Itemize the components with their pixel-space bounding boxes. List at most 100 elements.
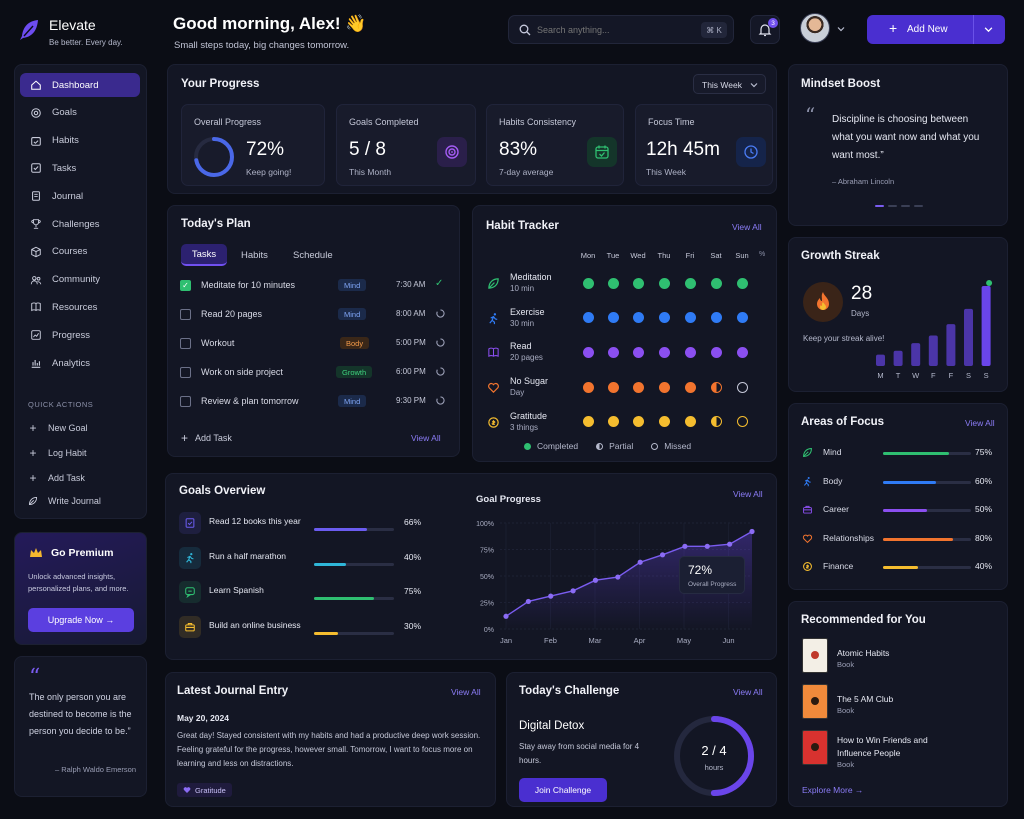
focus-view-all[interactable]: View All [965, 418, 995, 428]
habit-day-status[interactable] [632, 277, 644, 289]
brand[interactable]: Elevate Be better. Every day. [18, 14, 158, 54]
habit-day-status[interactable] [632, 312, 644, 324]
search-box[interactable]: ⌘ K [508, 15, 734, 44]
range-select[interactable]: This Week [693, 74, 766, 94]
habit-day-status[interactable] [736, 312, 748, 324]
habit-day-status[interactable] [684, 416, 696, 428]
habit-row-meditation[interactable]: Meditation 10 min [486, 271, 766, 295]
recommended-book[interactable]: How to Win Friends and Influence People B… [802, 730, 997, 769]
task-checkbox[interactable] [180, 366, 191, 378]
habit-day-status[interactable] [632, 381, 644, 393]
habit-day-status[interactable] [582, 312, 594, 324]
goal-progress-view-all[interactable]: View All [733, 489, 763, 499]
habit-day-status[interactable] [607, 346, 619, 358]
recommended-book[interactable]: The 5 AM Club Book [802, 684, 997, 722]
sidebar-item-dashboard[interactable]: Dashboard [20, 73, 140, 97]
tab-habits[interactable]: Habits [241, 250, 268, 261]
habit-day-status[interactable] [736, 277, 748, 289]
habit-day-status[interactable] [710, 381, 722, 393]
focus-row-career[interactable]: Career 50% [802, 503, 997, 517]
sidebar-item-analytics[interactable]: Analytics [20, 351, 140, 375]
sidebar-item-challenges[interactable]: Challenges [20, 212, 140, 236]
habit-day-status[interactable] [658, 416, 670, 428]
data-point[interactable] [637, 559, 643, 565]
recommended-book[interactable]: Atomic Habits Book [802, 638, 997, 676]
sidebar-item-habits[interactable]: Habits [20, 129, 140, 153]
habit-day-status[interactable] [582, 416, 594, 428]
sidebar-item-community[interactable]: Community [20, 268, 140, 292]
task-row[interactable]: Review & plan tomorrow Mind 9:30 PM [180, 391, 448, 411]
habit-row-no-sugar[interactable]: No Sugar Day [486, 375, 766, 399]
add-task-button[interactable]: + Add Task [181, 431, 232, 445]
goal-row[interactable]: Build an online business 30% [179, 615, 427, 640]
data-point[interactable] [548, 593, 554, 599]
quick-action-log-habit[interactable]: + Log Habit [28, 446, 86, 460]
habit-day-status[interactable] [710, 277, 722, 289]
data-point[interactable] [727, 541, 733, 547]
habit-day-status[interactable] [607, 312, 619, 324]
join-challenge-button[interactable]: Join Challenge [519, 778, 607, 802]
plan-view-all[interactable]: View All [411, 433, 441, 443]
habit-day-status[interactable] [607, 416, 619, 428]
search-input[interactable] [537, 22, 687, 38]
data-point[interactable] [682, 543, 688, 549]
habit-day-status[interactable] [582, 277, 594, 289]
task-row[interactable]: ✓ Meditate for 10 minutes Mind 7:30 AM ✓ [180, 275, 448, 295]
habit-day-status[interactable] [736, 381, 748, 393]
scroll-indicator[interactable]: % [759, 251, 766, 258]
sidebar-item-tasks[interactable]: Tasks [20, 156, 140, 180]
habit-day-status[interactable] [658, 277, 670, 289]
habit-day-status[interactable] [582, 381, 594, 393]
sidebar-item-resources[interactable]: Resources [20, 295, 140, 319]
habit-row-read[interactable]: Read 20 pages [486, 340, 766, 364]
habit-view-all[interactable]: View All [732, 222, 762, 232]
focus-row-mind[interactable]: Mind 75% [802, 446, 997, 460]
chevron-down-icon[interactable] [984, 25, 993, 34]
data-point[interactable] [749, 528, 755, 535]
sidebar-item-journal[interactable]: Journal [20, 184, 140, 208]
tab-schedule[interactable]: Schedule [293, 250, 333, 261]
focus-row-relationships[interactable]: Relationships 80% [802, 532, 997, 546]
quick-action-new-goal[interactable]: + New Goal [28, 421, 87, 435]
data-point[interactable] [503, 613, 509, 619]
habit-day-status[interactable] [658, 312, 670, 324]
task-checkbox[interactable] [180, 395, 191, 407]
add-new-button[interactable]: + Add New [867, 15, 1005, 44]
task-row[interactable]: Work on side project Growth 6:00 PM [180, 362, 448, 382]
habit-day-status[interactable] [607, 381, 619, 393]
task-checkbox[interactable] [180, 308, 191, 320]
task-row[interactable]: Read 20 pages Mind 8:00 AM [180, 304, 448, 324]
challenge-view-all[interactable]: View All [733, 687, 763, 697]
data-point[interactable] [525, 598, 531, 605]
goal-row[interactable]: Read 12 books this year 66% [179, 512, 427, 536]
data-point[interactable] [592, 577, 599, 583]
habit-day-status[interactable] [658, 346, 670, 358]
user-menu[interactable] [800, 13, 850, 45]
focus-row-finance[interactable]: Finance 40% [802, 560, 997, 574]
data-point[interactable] [615, 574, 621, 580]
sidebar-item-progress[interactable]: Progress [20, 323, 140, 347]
tab-tasks[interactable]: Tasks [181, 244, 227, 266]
task-row[interactable]: Workout Body 5:00 PM [180, 333, 448, 353]
habit-day-status[interactable] [684, 381, 696, 393]
quick-action-write-journal[interactable]: Write Journal [28, 496, 101, 506]
quick-action-add-task[interactable]: + Add Task [28, 471, 84, 485]
habit-day-status[interactable] [684, 312, 696, 324]
task-checkbox[interactable]: ✓ [180, 279, 191, 291]
habit-day-status[interactable] [632, 346, 644, 358]
habit-day-status[interactable] [582, 346, 594, 358]
journal-view-all[interactable]: View All [451, 687, 481, 697]
carousel-dots[interactable] [875, 205, 923, 207]
focus-row-body[interactable]: Body 60% [802, 475, 997, 489]
goal-row[interactable]: Run a half marathon 40% [179, 546, 427, 571]
habit-day-status[interactable] [684, 346, 696, 358]
goal-row[interactable]: Learn Spanish 75% [179, 581, 427, 605]
habit-day-status[interactable] [710, 416, 722, 428]
habit-day-status[interactable] [658, 381, 670, 393]
habit-day-status[interactable] [710, 346, 722, 358]
upgrade-button[interactable]: Upgrade Now → [28, 608, 134, 632]
sidebar-item-courses[interactable]: Courses [20, 240, 140, 264]
data-point[interactable] [659, 552, 666, 558]
task-checkbox[interactable] [180, 337, 191, 349]
explore-more-link[interactable]: Explore More → [802, 785, 864, 795]
